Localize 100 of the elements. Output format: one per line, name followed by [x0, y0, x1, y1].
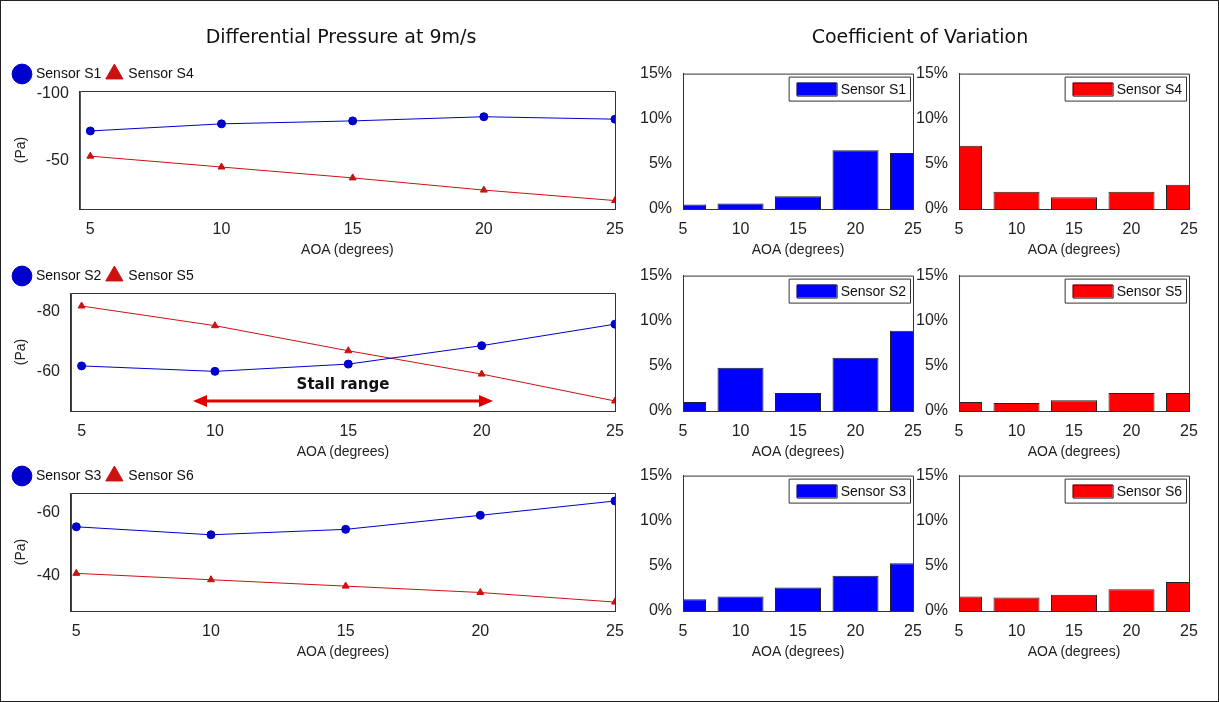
point	[477, 369, 486, 377]
x-axis-title: AOA (degrees)	[301, 241, 394, 258]
x-tick-label: 10	[731, 622, 750, 640]
y-tick-label: 0%	[648, 401, 673, 419]
y-tick-label: 5%	[924, 556, 949, 574]
x-tick-label: 20	[1122, 422, 1141, 440]
x-tick-label: 10	[1007, 422, 1026, 440]
legend-label: Sensor S2	[840, 282, 907, 299]
chart-title: Coefficient of Variation	[810, 25, 1030, 47]
x-tick-label: 5	[77, 422, 87, 440]
x-tick-label: 20	[474, 220, 493, 238]
point	[72, 568, 81, 576]
chart-title: Differential Pressure at 9m/s	[204, 25, 478, 47]
x-tick-label: 15	[336, 622, 355, 640]
point	[77, 301, 86, 309]
point	[479, 112, 489, 122]
annotation: Stall range	[296, 374, 390, 393]
point	[71, 522, 81, 532]
y-tick-label: 5%	[648, 154, 673, 172]
x-axis-title: AOA (degrees)	[1027, 241, 1121, 258]
x-axis-title: AOA (degrees)	[1027, 643, 1121, 660]
point	[343, 359, 353, 369]
y-tick-label: -50	[45, 151, 69, 169]
y-tick-label: 10%	[639, 511, 673, 529]
x-tick-label: 20	[471, 622, 490, 640]
legend-label: Sensor S1	[840, 80, 907, 97]
y-tick-label: 15%	[639, 266, 673, 284]
x-tick-label: 25	[904, 422, 922, 440]
point	[475, 510, 485, 520]
x-tick-label: 15	[1065, 622, 1084, 640]
legend-label: Sensor S3	[36, 466, 102, 483]
x-tick-label: 25	[1180, 622, 1198, 640]
point	[479, 185, 488, 193]
y-axis-title: (Pa)	[12, 136, 29, 164]
point	[85, 126, 95, 136]
x-tick-label: 10	[206, 422, 224, 440]
x-tick-label: 20	[846, 622, 865, 640]
point	[348, 116, 358, 126]
x-tick-label: 5	[678, 220, 688, 238]
x-axis-title: AOA (degrees)	[751, 443, 845, 460]
point	[341, 524, 351, 534]
x-axis-title: AOA (degrees)	[1027, 443, 1121, 460]
x-tick-label: 5	[678, 422, 688, 440]
y-tick-label: 0%	[924, 199, 949, 217]
legend-label: Sensor S1	[36, 64, 102, 81]
y-tick-label: 10%	[639, 109, 673, 127]
x-tick-label: 15	[789, 622, 808, 640]
x-tick-label: 10	[212, 220, 231, 238]
x-tick-label: 10	[731, 422, 750, 440]
x-axis-title: AOA (degrees)	[296, 443, 390, 460]
y-tick-label: -80	[36, 301, 61, 319]
y-tick-label: -40	[36, 566, 61, 584]
point	[341, 581, 350, 589]
y-tick-label: 10%	[915, 511, 949, 529]
x-tick-label: 25	[1180, 220, 1198, 238]
legend-label: Sensor S6	[1116, 482, 1183, 499]
x-tick-label: 10	[731, 220, 750, 238]
x-tick-label: 25	[606, 422, 624, 440]
y-tick-label: 5%	[648, 356, 673, 374]
point	[206, 530, 216, 540]
x-axis-title: AOA (degrees)	[751, 643, 845, 660]
legend-label: Sensor S4	[1116, 80, 1183, 97]
point	[210, 366, 220, 376]
legend-label: Sensor S5	[128, 266, 194, 283]
x-tick-label: 5	[85, 220, 95, 238]
x-tick-label: 10	[1007, 220, 1026, 238]
point	[476, 588, 485, 595]
point	[216, 119, 226, 129]
y-tick-label: 0%	[924, 401, 949, 419]
x-tick-label: 20	[846, 422, 865, 440]
y-tick-label: 10%	[915, 311, 949, 329]
x-tick-label: 15	[789, 422, 808, 440]
x-axis-title: AOA (degrees)	[751, 241, 845, 258]
x-tick-label: 15	[339, 422, 358, 440]
x-tick-label: 5	[954, 422, 964, 440]
x-tick-label: 25	[1180, 422, 1198, 440]
x-tick-label: 25	[606, 220, 624, 238]
y-tick-label: 0%	[648, 601, 673, 619]
x-tick-label: 25	[904, 220, 922, 238]
x-tick-label: 5	[954, 220, 964, 238]
x-tick-label: 25	[904, 622, 922, 640]
y-axis-title: (Pa)	[12, 538, 29, 566]
point	[217, 162, 226, 170]
x-tick-label: 5	[71, 622, 81, 640]
x-tick-label: 10	[202, 622, 220, 640]
y-tick-label: 5%	[924, 154, 949, 172]
legend-label: Sensor S5	[1116, 282, 1183, 299]
point	[207, 575, 215, 583]
point	[210, 321, 219, 329]
y-tick-label: 15%	[915, 64, 949, 82]
point	[344, 346, 353, 354]
y-tick-label: 10%	[915, 109, 949, 127]
y-tick-label: 0%	[648, 199, 673, 217]
legend-label: Sensor S4	[128, 64, 194, 81]
x-tick-label: 15	[1065, 220, 1084, 238]
point	[77, 361, 87, 371]
legend-label: Sensor S6	[128, 466, 194, 483]
y-tick-label: -60	[36, 502, 61, 520]
x-tick-label: 20	[846, 220, 865, 238]
x-tick-label: 20	[472, 422, 491, 440]
